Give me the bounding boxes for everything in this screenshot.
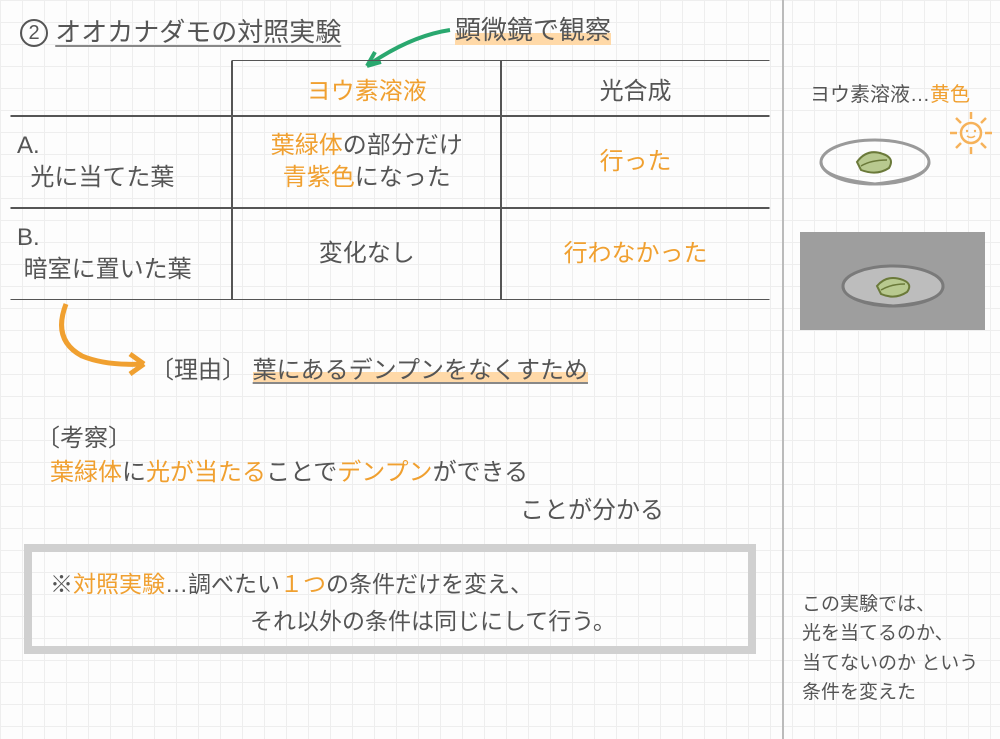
row-a-label-text: 光に当てた葉 [30,164,174,191]
row-b-c3: 行わなかった [501,208,770,300]
box-line1: ※対照実験…調べたい１つの条件だけを変え、 [50,566,730,603]
r-note2-l2: 光を当てるのか、 [802,619,978,648]
row-b-label: B. 暗室に置いた葉 [10,208,232,300]
table-header-c3: 光合成 [501,60,770,116]
r-note1-b: 黄色 [930,84,970,106]
reason-text: 葉にあるデンプンをなくすため [253,357,588,384]
row-b-prefix: B. [17,224,40,251]
r-note2-l4: 条件を変えた [802,678,978,707]
table-header-blank [10,60,232,116]
right-note-top: ヨウ素溶液…黄色 [810,78,970,107]
reason-bracket: 〔理由〕 [150,357,246,384]
vertical-divider [782,0,784,739]
table-header-row: ヨウ素溶液 光合成 [10,60,770,116]
box-l1-b: 対照実験 [73,571,165,597]
row-a-c3: 行った [501,116,770,208]
section-number: 2 [20,19,48,47]
row-b-c2: 変化なし [232,208,501,300]
right-note-bottom: この実験では、 光を当てるのか、 当てないのか という 条件を変えた [802,590,978,708]
r-note1-a: ヨウ素溶液… [810,84,930,106]
row-a-c2-1a: 葉緑体 [271,132,343,159]
experiment-table: ヨウ素溶液 光合成 A. 光に当てた葉 葉緑体の部分だけ 青紫色になった 行った… [10,60,770,300]
table-header-c2: ヨウ素溶液 [232,60,501,116]
top-annotation: 顕微鏡で観察 [455,10,611,47]
k1-e: デンプン [337,459,432,486]
kousatsu-line1: 葉緑体に光が当たることでデンプンができる [50,452,528,487]
kousatsu-line2: ことが分かる [520,490,664,525]
section-title-text: オオカナダモの対照実験 [55,17,341,47]
section-title: 2 オオカナダモの対照実験 [20,12,341,49]
reason-line: 〔理由〕 葉にあるデンプンをなくすため [150,350,588,385]
box-l1-a: ※ [50,571,73,597]
definition-box: ※対照実験…調べたい１つの条件だけを変え、 それ以外の条件は同じにして行う。 [24,544,756,654]
r-note2-l1: この実験では、 [802,590,978,619]
row-a-prefix: A. [17,132,40,159]
row-a-label: A. 光に当てた葉 [10,116,232,208]
box-line2: それ以外の条件は同じにして行う。 [50,603,730,640]
k1-b: に [122,459,146,486]
r-note2-l3: 当てないのか という [802,649,978,678]
row-a-c2: 葉緑体の部分だけ 青紫色になった [232,116,501,208]
table-row-a: A. 光に当てた葉 葉緑体の部分だけ 青紫色になった 行った [10,116,770,208]
table-row-b: B. 暗室に置いた葉 変化なし 行わなかった [10,208,770,300]
row-a-c2-2a: 青紫色 [283,164,355,191]
row-a-c2-2b: になった [355,164,451,191]
row-a-c2-1b: の部分だけ [343,132,463,159]
orange-arrow-icon [46,300,156,380]
row-b-label-text: 暗室に置いた葉 [24,256,192,283]
box-l1-c: …調べたい [165,571,280,597]
box-l1-e: の条件だけを変え、 [326,571,533,597]
petri-dish-light-icon [815,118,935,192]
k1-c: 光が当たる [146,459,266,486]
petri-dish-dark-icon [833,246,953,320]
sun-icon [948,110,994,156]
box-l1-d: １つ [280,571,326,597]
top-annotation-text: 顕微鏡で観察 [455,15,611,45]
kousatsu-heading: 〔考察〕 [36,418,132,453]
k1-f: ができる [433,459,529,486]
k1-d: ことで [266,459,337,486]
k1-a: 葉緑体 [50,459,122,486]
